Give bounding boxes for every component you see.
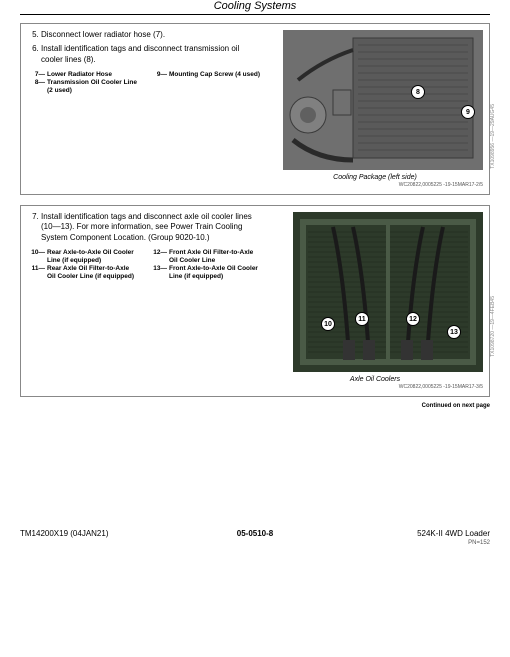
figure-1: 8 9 TX1098956 —19—29AUG45 Cooling Packag… [267,30,483,188]
step-6: Install identification tags and disconne… [41,44,261,65]
figure-2: 10 11 12 13 TX1098720 —19—4FEB45 Axle Oi… [267,212,483,390]
step-text-2: Install identification tags and disconne… [27,212,261,390]
figure-1-image: 8 9 TX1098956 —19—29AUG45 [283,30,483,172]
footer-left: TM14200X19 (04JAN21) [20,529,109,538]
section-title: Cooling Systems [20,0,490,15]
step-5: Disconnect lower radiator hose (7). [41,30,261,40]
step-text-1: Disconnect lower radiator hose (7). Inst… [27,30,261,188]
step-block-2: Install identification tags and disconne… [20,205,490,397]
step-7: Install identification tags and disconne… [41,212,261,243]
callout-9: 9 [461,105,475,119]
fine-1: WC20822,0005225 -19-15MAR17-2/5 [267,182,483,188]
footer-right: 524K-II 4WD Loader [417,529,490,538]
callout-11: 11 [355,312,369,326]
side-tag-2: TX1098720 —19—4FEB45 [490,296,496,357]
fine-2: WC20822,0005225 -19-15MAR17-3/5 [267,384,483,390]
caption-1: Cooling Package (left side) [267,174,483,181]
callout-8: 8 [411,85,425,99]
legend-1: 7—Lower Radiator Hose 8—Transmission Oil… [27,71,261,94]
footer: TM14200X19 (04JAN21) 05-0510-8 524K-II 4… [20,529,490,538]
continued: Continued on next page [20,403,490,409]
page-number: PN=152 [20,540,490,546]
callout-10: 10 [321,317,335,331]
step-block-1: Disconnect lower radiator hose (7). Inst… [20,23,490,195]
footer-center: 05-0510-8 [237,529,273,538]
callout-12: 12 [406,312,420,326]
figure-2-image: 10 11 12 13 TX1098720 —19—4FEB45 [293,212,483,374]
side-tag-1: TX1098956 —19—29AUG45 [490,104,496,169]
legend-2: 10—Rear Axle-to-Axle Oil Cooler Line (if… [27,249,261,280]
caption-2: Axle Oil Coolers [267,376,483,383]
callout-13: 13 [447,325,461,339]
